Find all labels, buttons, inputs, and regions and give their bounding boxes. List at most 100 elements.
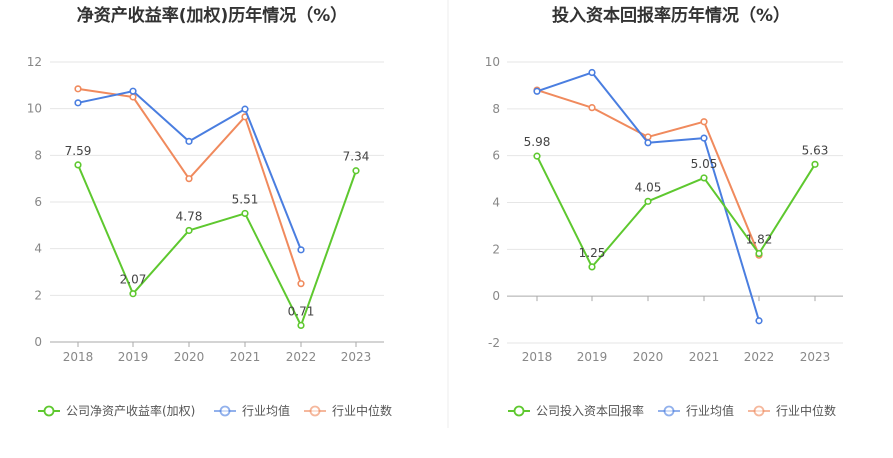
x-tick-label: 2023 — [341, 350, 372, 364]
data-point — [700, 174, 708, 182]
data-point — [74, 161, 82, 169]
x-tick-label: 2019 — [577, 350, 608, 364]
data-label: 1.25 — [579, 246, 606, 260]
y-tick-label: 4 — [492, 196, 500, 210]
legend-label: 公司投入资本回报率 — [536, 403, 644, 418]
data-point — [700, 134, 708, 142]
data-point — [533, 87, 541, 95]
legend-item: 行业均值 — [214, 403, 290, 418]
series-line — [77, 164, 357, 327]
data-point — [588, 263, 596, 271]
data-point — [755, 317, 763, 325]
y-tick-label: 10 — [27, 102, 42, 116]
data-label: 0.71 — [288, 304, 315, 318]
data-point — [297, 246, 305, 254]
data-label: 7.34 — [343, 150, 370, 164]
data-label: 4.05 — [635, 180, 662, 194]
data-point — [129, 93, 137, 101]
legend-swatch-marker — [753, 405, 765, 417]
legend-swatch-marker — [663, 405, 675, 417]
data-label: 5.05 — [691, 157, 718, 171]
series-line — [536, 71, 760, 322]
series-line — [77, 90, 302, 251]
x-tick-label: 2023 — [800, 350, 831, 364]
data-point — [185, 137, 193, 145]
y-tick-label: 0 — [34, 335, 42, 349]
series-industry-median — [74, 85, 305, 288]
legend-item: 行业中位数 — [304, 403, 392, 418]
data-point — [297, 321, 305, 330]
legend-swatch-marker — [309, 405, 321, 417]
y-tick-label: 6 — [492, 149, 500, 163]
series-company: 5.98 1.25 4.05 5.05 1.82 5.63 — [524, 135, 829, 271]
legend-label: 公司净资产收益率(加权) — [66, 403, 195, 418]
legend-swatch-marker — [513, 405, 525, 417]
data-point — [74, 99, 82, 107]
data-point — [533, 152, 541, 160]
data-point — [811, 160, 819, 168]
data-label: 2.07 — [120, 273, 147, 287]
data-label: 1.82 — [746, 233, 773, 247]
data-point — [129, 87, 137, 95]
series-industry-average — [74, 87, 305, 254]
legend-item: 行业中位数 — [748, 403, 836, 418]
data-point — [588, 68, 596, 77]
y-tick-label: 6 — [34, 195, 42, 209]
data-point — [297, 280, 305, 288]
x-tick-label: 2022 — [744, 350, 775, 364]
data-label: 4.78 — [176, 209, 203, 223]
legend-item: 公司投入资本回报率 — [508, 403, 644, 418]
chart-2: 投入资本回报率历年情况（%） -2 0 2 4 6 8 10 2018 2019 2020 2021 2… — [485, 5, 843, 418]
data-label: 7.59 — [65, 144, 92, 158]
x-tick-label: 2018 — [63, 350, 94, 364]
data-point — [241, 209, 249, 218]
y-tick-label: 0 — [492, 289, 500, 303]
y-tick-label: 12 — [27, 55, 42, 69]
x-tick-label: 2022 — [286, 350, 317, 364]
legend-label: 行业中位数 — [776, 403, 836, 418]
data-point — [74, 85, 82, 93]
series-industry-average — [533, 68, 763, 325]
y-tick-label: 8 — [34, 148, 42, 162]
data-point — [700, 118, 708, 126]
y-tick-label: 10 — [485, 55, 500, 69]
data-point — [241, 105, 249, 113]
y-tick-label: 4 — [34, 242, 42, 256]
legend-swatch-marker — [219, 405, 231, 417]
legend-item: 行业均值 — [658, 403, 734, 418]
series-line — [536, 89, 760, 256]
series-line — [536, 155, 816, 268]
data-label: 5.63 — [802, 143, 829, 157]
data-point — [644, 139, 652, 147]
series-line — [77, 87, 302, 284]
data-point — [129, 290, 137, 298]
legend-swatch-marker — [43, 405, 55, 417]
legend-label: 行业均值 — [686, 403, 734, 418]
series-industry-median — [533, 86, 763, 259]
data-point — [588, 104, 596, 112]
x-tick-label: 2019 — [118, 350, 149, 364]
chart-title: 净资产收益率(加权)历年情况（%） — [77, 5, 348, 26]
legend-label: 行业均值 — [242, 403, 290, 418]
data-point — [185, 175, 193, 183]
x-tick-label: 2021 — [689, 350, 720, 364]
x-tick-label: 2020 — [633, 350, 664, 364]
data-point — [352, 167, 360, 175]
y-tick-label: 2 — [34, 288, 42, 302]
data-point — [644, 197, 652, 205]
y-tick-label: 8 — [492, 102, 500, 116]
y-tick-label: -2 — [488, 336, 500, 350]
chart-title: 投入资本回报率历年情况（%） — [552, 5, 790, 26]
data-point — [185, 226, 193, 235]
data-point — [755, 249, 763, 258]
x-tick-label: 2018 — [522, 350, 553, 364]
legend-label: 行业中位数 — [332, 403, 392, 418]
legend-item: 公司净资产收益率(加权) — [38, 403, 195, 418]
data-label: 5.51 — [232, 192, 259, 206]
y-tick-label: 2 — [492, 242, 500, 256]
chart-1: 净资产收益率(加权)历年情况（%） 0 2 4 6 8 10 12 2018 2019 2020 20… — [27, 5, 392, 418]
x-tick-label: 2020 — [174, 350, 205, 364]
data-label: 5.98 — [524, 135, 551, 149]
